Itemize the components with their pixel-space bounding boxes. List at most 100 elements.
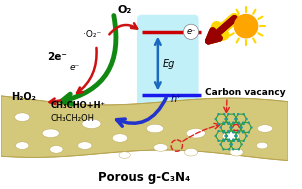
Circle shape [250, 126, 253, 129]
Circle shape [219, 126, 222, 129]
Circle shape [227, 123, 230, 125]
Circle shape [224, 118, 227, 120]
Text: e⁻: e⁻ [186, 27, 196, 36]
Circle shape [242, 131, 244, 134]
Circle shape [226, 118, 228, 120]
Circle shape [237, 123, 239, 125]
Text: H₂O₂: H₂O₂ [11, 92, 36, 102]
Text: Eg: Eg [162, 59, 175, 69]
Circle shape [224, 135, 227, 137]
Circle shape [240, 126, 243, 129]
Circle shape [217, 123, 220, 125]
Circle shape [247, 131, 250, 134]
Ellipse shape [257, 125, 273, 132]
Circle shape [237, 130, 239, 132]
Circle shape [233, 130, 235, 132]
Circle shape [240, 143, 243, 146]
Circle shape [238, 148, 240, 150]
Circle shape [232, 138, 234, 141]
Circle shape [217, 130, 220, 132]
Text: h⁺: h⁺ [170, 94, 182, 104]
Text: Carbon vacancy: Carbon vacancy [205, 88, 286, 97]
Circle shape [237, 140, 239, 142]
Circle shape [228, 131, 230, 134]
Circle shape [234, 135, 236, 137]
Polygon shape [2, 96, 288, 160]
Circle shape [233, 113, 235, 115]
Text: CH₃CH₂OH: CH₃CH₂OH [51, 114, 95, 123]
Circle shape [223, 123, 225, 125]
Ellipse shape [256, 142, 268, 149]
Ellipse shape [146, 124, 163, 133]
Circle shape [238, 121, 240, 124]
Ellipse shape [119, 152, 130, 158]
FancyArrowPatch shape [117, 98, 166, 126]
Circle shape [234, 118, 236, 120]
Text: CH₃CHO+H⁺: CH₃CHO+H⁺ [51, 101, 106, 110]
Circle shape [183, 24, 199, 39]
Circle shape [239, 126, 241, 129]
Circle shape [233, 123, 235, 125]
Circle shape [229, 126, 232, 129]
Text: e⁻: e⁻ [70, 63, 80, 72]
Circle shape [242, 121, 244, 124]
Circle shape [238, 131, 240, 134]
Circle shape [232, 121, 234, 124]
Ellipse shape [50, 146, 63, 153]
Circle shape [243, 113, 245, 115]
FancyBboxPatch shape [137, 15, 199, 110]
Ellipse shape [42, 129, 59, 138]
Circle shape [222, 148, 225, 150]
Circle shape [217, 140, 220, 142]
Circle shape [245, 135, 248, 137]
Circle shape [236, 118, 238, 120]
Circle shape [222, 121, 225, 124]
Circle shape [214, 118, 217, 120]
FancyArrowPatch shape [50, 98, 60, 104]
Circle shape [232, 148, 234, 150]
Circle shape [227, 130, 230, 132]
Ellipse shape [82, 119, 101, 129]
Circle shape [227, 140, 230, 142]
Circle shape [243, 140, 245, 142]
Ellipse shape [16, 142, 29, 149]
Ellipse shape [154, 144, 168, 151]
Text: 2e⁻: 2e⁻ [47, 52, 67, 62]
Ellipse shape [186, 129, 205, 138]
Ellipse shape [15, 113, 30, 121]
Circle shape [223, 130, 225, 132]
Circle shape [243, 130, 245, 132]
Circle shape [228, 138, 230, 141]
Ellipse shape [222, 132, 239, 140]
Circle shape [232, 131, 234, 134]
Circle shape [237, 113, 239, 115]
Ellipse shape [185, 148, 198, 156]
Circle shape [229, 143, 232, 146]
Text: O₂: O₂ [117, 5, 131, 15]
FancyArrowPatch shape [62, 15, 116, 104]
Circle shape [233, 140, 235, 142]
Circle shape [234, 14, 258, 38]
Circle shape [222, 138, 225, 141]
Circle shape [217, 113, 220, 115]
Ellipse shape [112, 134, 127, 142]
Circle shape [243, 123, 245, 125]
Circle shape [222, 131, 225, 134]
Circle shape [228, 121, 230, 124]
Text: ·O₂⁻: ·O₂⁻ [83, 29, 101, 39]
Circle shape [219, 143, 222, 146]
Ellipse shape [230, 148, 243, 156]
Circle shape [238, 138, 240, 141]
Circle shape [231, 126, 233, 129]
Circle shape [231, 143, 233, 146]
Text: Porous g-C₃N₄: Porous g-C₃N₄ [98, 171, 191, 184]
FancyArrowPatch shape [77, 48, 97, 93]
Circle shape [226, 135, 228, 137]
Circle shape [214, 135, 217, 137]
Circle shape [247, 121, 250, 124]
Circle shape [228, 148, 230, 150]
Circle shape [245, 118, 248, 120]
Ellipse shape [78, 142, 92, 149]
Circle shape [223, 113, 225, 115]
Circle shape [223, 140, 225, 142]
